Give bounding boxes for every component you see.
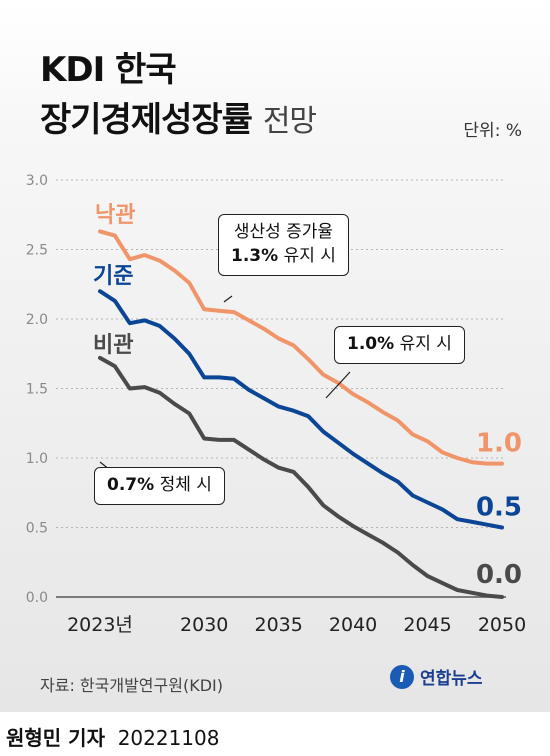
- y-tick-label: 1.0: [26, 451, 48, 467]
- callout-baseline-rest: 유지 시: [399, 334, 452, 354]
- unit-label: 단위: %: [463, 121, 522, 141]
- x-tick-label: 2045: [403, 614, 451, 636]
- y-tick-label: 1.5: [26, 382, 48, 398]
- line-chart: 0.0 0.5 1.0 1.5 2.0 2.5 3.0 2023년 2030 2035 2040 20…: [26, 173, 526, 636]
- series-end-label: 1.0: [476, 429, 522, 459]
- y-tick-label: 2.0: [26, 312, 48, 328]
- byline-name: 원형민 기자: [6, 726, 105, 750]
- series-name-label: 비관: [93, 333, 133, 358]
- yonhap-logo: i 연합뉴스: [390, 664, 483, 689]
- byline: 원형민 기자 20221108: [6, 722, 219, 751]
- series-name-label: 낙관: [95, 203, 135, 228]
- callout-leader-baseline: [325, 371, 351, 399]
- callout-pessimistic-value: 0.7%: [107, 475, 155, 495]
- chart-subtitle: 전망: [262, 104, 317, 139]
- series-name-label: 기준: [93, 264, 133, 289]
- x-tick-label: 2030: [180, 614, 228, 636]
- chart-title-main: 장기경제성장률: [40, 100, 253, 140]
- x-tick-label: 2050: [478, 614, 526, 636]
- callout-optimistic: 생산성 증가율 1.3% 유지 시: [218, 214, 349, 276]
- callout-baseline-value: 1.0%: [347, 334, 395, 354]
- callout-optimistic-rest: 유지 시: [283, 245, 336, 266]
- y-tick-label: 0.0: [26, 590, 48, 606]
- series-line: [98, 229, 504, 466]
- yonhap-logo-text: 연합뉴스: [420, 669, 483, 689]
- byline-date: 20221108: [117, 726, 220, 750]
- callout-pessimistic-rest: 정체 시: [159, 475, 212, 495]
- yonhap-logo-icon: i: [390, 664, 414, 689]
- callout-optimistic-line1: 생산성 증가율: [233, 222, 334, 242]
- series-line: [98, 355, 504, 599]
- x-tick-label: 2040: [329, 614, 377, 636]
- callout-optimistic-value: 1.3%: [231, 245, 279, 266]
- series-end-label: 0.0: [476, 560, 522, 590]
- callout-leader-optimistic: [223, 295, 233, 303]
- chart-title: KDI 한국: [40, 50, 177, 90]
- chart-title-line2: 장기경제성장률 전망: [40, 92, 317, 141]
- callout-baseline: 1.0% 유지 시: [334, 326, 465, 364]
- y-tick-label: 2.5: [26, 243, 48, 259]
- series-end-label: 0.5: [476, 493, 522, 523]
- y-tick-label: 3.0: [26, 173, 48, 189]
- x-tick-label: 2035: [254, 614, 302, 636]
- x-tick-label: 2023년: [67, 614, 133, 636]
- y-tick-label: 0.5: [26, 521, 48, 537]
- callout-pessimistic: 0.7% 정체 시: [94, 467, 225, 505]
- source-note: 자료: 한국개발연구원(KDI): [40, 676, 223, 695]
- series-line: [98, 289, 504, 530]
